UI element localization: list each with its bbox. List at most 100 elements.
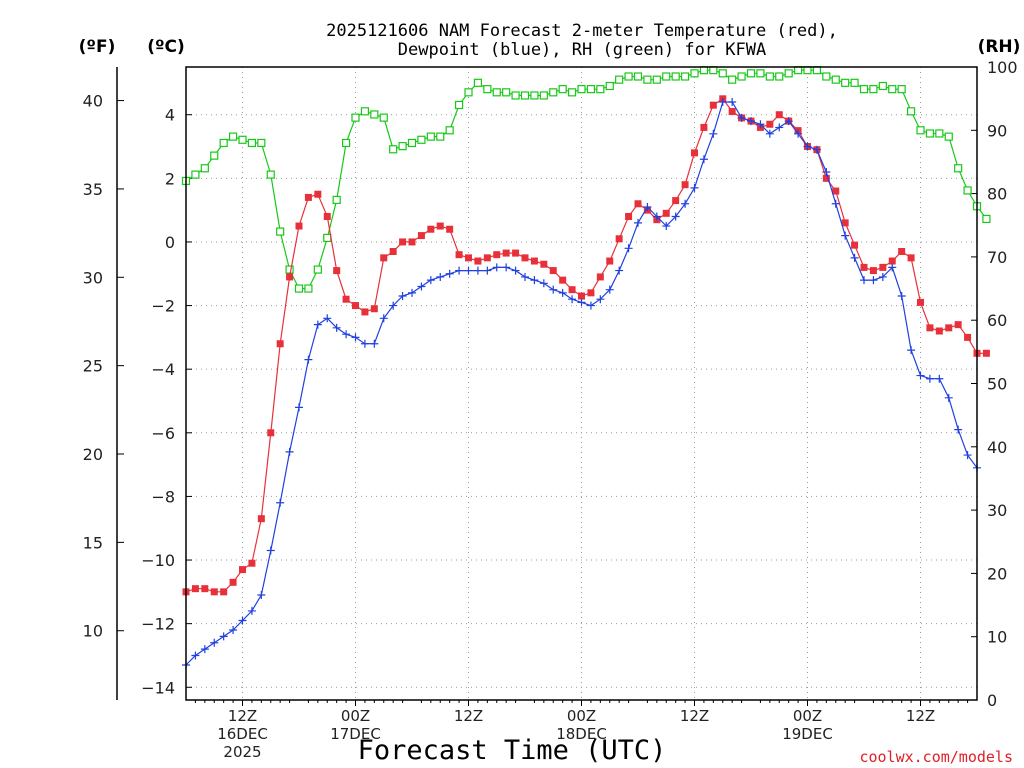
rh-point (285, 265, 294, 274)
rh-point (379, 113, 388, 122)
temperature-point (917, 298, 924, 306)
dewpoint-point (860, 276, 868, 285)
dewpoint-point (445, 269, 454, 278)
rh-point (859, 85, 869, 94)
rh-point (577, 85, 586, 94)
dewpoint-point (398, 292, 407, 301)
rh-tick-label: 10 (987, 628, 1007, 647)
dewpoint-point (963, 451, 972, 460)
dewpoint-point (464, 266, 473, 275)
rh-point (878, 81, 887, 91)
rh-point (228, 132, 238, 141)
dewpoint-point (916, 371, 925, 380)
dewpoint-point (257, 591, 266, 600)
rh-point (756, 69, 765, 78)
temperature-point (625, 213, 633, 221)
dewpoint-point (276, 498, 285, 507)
rh-point (200, 164, 209, 173)
dewpoint-point (247, 606, 256, 615)
temperature-point (851, 241, 859, 249)
x-tick-label: 12Z (454, 707, 483, 725)
dewpoint-point (436, 272, 445, 281)
rh-point (567, 88, 577, 97)
dewpoint-point (351, 333, 360, 342)
rh-tick-label: 30 (987, 501, 1007, 520)
rh-point (407, 138, 417, 148)
dewpoint-point (747, 117, 755, 126)
dewpoint-point (643, 202, 652, 211)
rh-point (464, 88, 473, 97)
rh-point (276, 227, 285, 236)
temperature-point (691, 149, 698, 157)
celsius-tick-label: −4 (151, 360, 175, 379)
temperature-point (220, 588, 228, 596)
temperature-point (239, 566, 246, 574)
temperature-point (210, 588, 218, 596)
temperature-point (389, 247, 397, 255)
fahrenheit-tick-label: 40 (83, 92, 103, 111)
temperature-point (832, 187, 840, 195)
celsius-unit-label: (ºC) (147, 37, 185, 57)
dewpoint-point (878, 272, 887, 281)
rh-point (520, 91, 530, 100)
temperature-point (540, 260, 548, 268)
x-tick-label: 17DEC (330, 725, 381, 743)
celsius-tick-label: −8 (151, 487, 175, 506)
rh-point (784, 69, 793, 78)
credit-text: coolwx.com/models (859, 748, 1013, 766)
temperature-point (201, 585, 209, 593)
dewpoint-point (266, 546, 275, 555)
chart-title-line1: 2025121606 NAM Forecast 2-meter Temperat… (326, 21, 838, 41)
x-tick-label: 18DEC (556, 725, 607, 743)
rh-tick-label: 0 (987, 691, 997, 710)
dewpoint-point (605, 285, 614, 294)
rh-point (473, 78, 483, 87)
dewpoint-point (709, 129, 718, 138)
temperature-point (323, 213, 331, 221)
rh-point (633, 72, 643, 81)
rh-point (737, 72, 746, 81)
rh-point (888, 85, 897, 94)
series-temperature (182, 95, 990, 596)
temperature-point (662, 209, 670, 217)
rh-point (728, 75, 737, 84)
temperature-point (700, 123, 708, 131)
grid (186, 67, 977, 700)
dewpoint-point (671, 212, 680, 221)
temperature-point (568, 286, 576, 294)
temperature-point (954, 321, 962, 329)
rh-unit-label: (RH) (978, 37, 1021, 57)
dewpoint-point (690, 183, 699, 192)
celsius-tick-label: −6 (151, 424, 175, 443)
rh-point (360, 107, 370, 116)
rh-point (624, 72, 633, 81)
temperature-point (408, 238, 416, 246)
dewpoint-point (596, 295, 605, 304)
dewpoint-point (408, 288, 416, 297)
chart-title-line2: Dewpoint (blue), RH (green) for KFWA (398, 40, 766, 60)
dewpoint-point (907, 346, 916, 355)
temperature-point (191, 585, 199, 593)
temperature-point (267, 429, 275, 437)
dewpoint-point (577, 298, 586, 307)
rh-line (185, 69, 987, 290)
dewpoint-point (191, 651, 200, 660)
temperature-point (399, 238, 407, 246)
dewpoint-point (473, 266, 482, 275)
dewpoint-point (483, 266, 492, 275)
dewpoint-point (323, 314, 332, 323)
temperature-point (304, 193, 312, 201)
dewpoint-point (558, 288, 567, 297)
rh-point (313, 265, 322, 274)
fahrenheit-tick-label: 20 (83, 445, 103, 464)
rh-point (662, 72, 671, 81)
temperature-point (248, 559, 256, 567)
temperature-point (587, 289, 595, 297)
rh-point (831, 75, 840, 84)
temperature-point (935, 327, 943, 335)
rh-point (822, 72, 831, 81)
dewpoint-point (850, 253, 859, 262)
rh-point (652, 75, 661, 84)
temperature-point (286, 273, 294, 281)
